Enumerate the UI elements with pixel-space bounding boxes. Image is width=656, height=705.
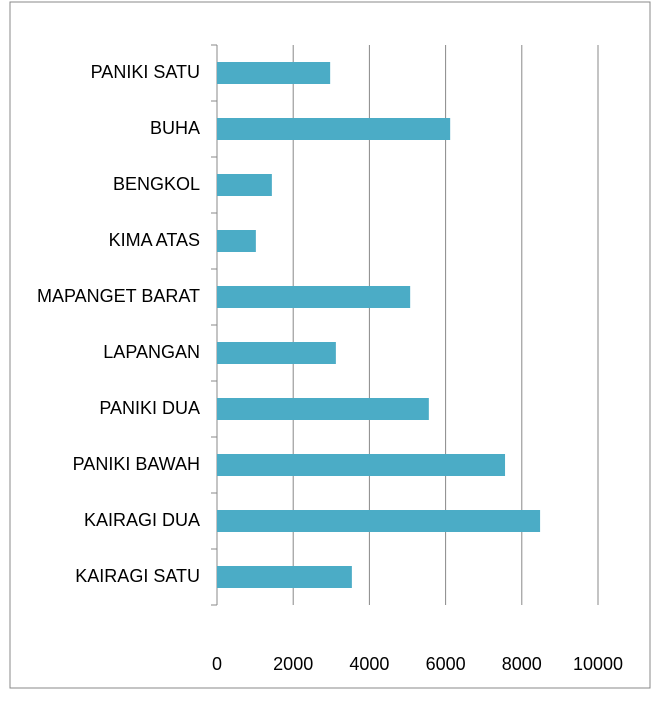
x-tick-label: 4000 — [349, 654, 389, 674]
x-tick-label: 2000 — [273, 654, 313, 674]
y-tick-label: KAIRAGI SATU — [75, 566, 200, 586]
bar — [217, 454, 506, 476]
bar — [217, 174, 272, 196]
bar — [217, 566, 352, 588]
chart-frame — [9, 1, 651, 689]
bar — [217, 286, 411, 308]
y-tick-label: BUHA — [150, 118, 200, 138]
y-tick-label: LAPANGAN — [103, 342, 200, 362]
y-tick-label: PANIKI DUA — [99, 398, 200, 418]
x-tick-label: 8000 — [502, 654, 542, 674]
x-tick-label: 6000 — [426, 654, 466, 674]
bar — [217, 510, 541, 532]
y-tick-label: KIMA ATAS — [109, 230, 200, 250]
y-tick-label: KAIRAGI DUA — [84, 510, 200, 530]
bar — [217, 398, 429, 420]
bar — [217, 62, 331, 84]
y-tick-label: BENGKOL — [113, 174, 200, 194]
y-tick-label: PANIKI BAWAH — [73, 454, 200, 474]
x-tick-label: 0 — [212, 654, 222, 674]
bar — [217, 230, 256, 252]
bar — [217, 118, 451, 140]
x-tick-label: 10000 — [573, 654, 623, 674]
y-tick-label: MAPANGET BARAT — [37, 286, 200, 306]
bar — [217, 342, 336, 364]
y-tick-label: PANIKI SATU — [91, 62, 200, 82]
